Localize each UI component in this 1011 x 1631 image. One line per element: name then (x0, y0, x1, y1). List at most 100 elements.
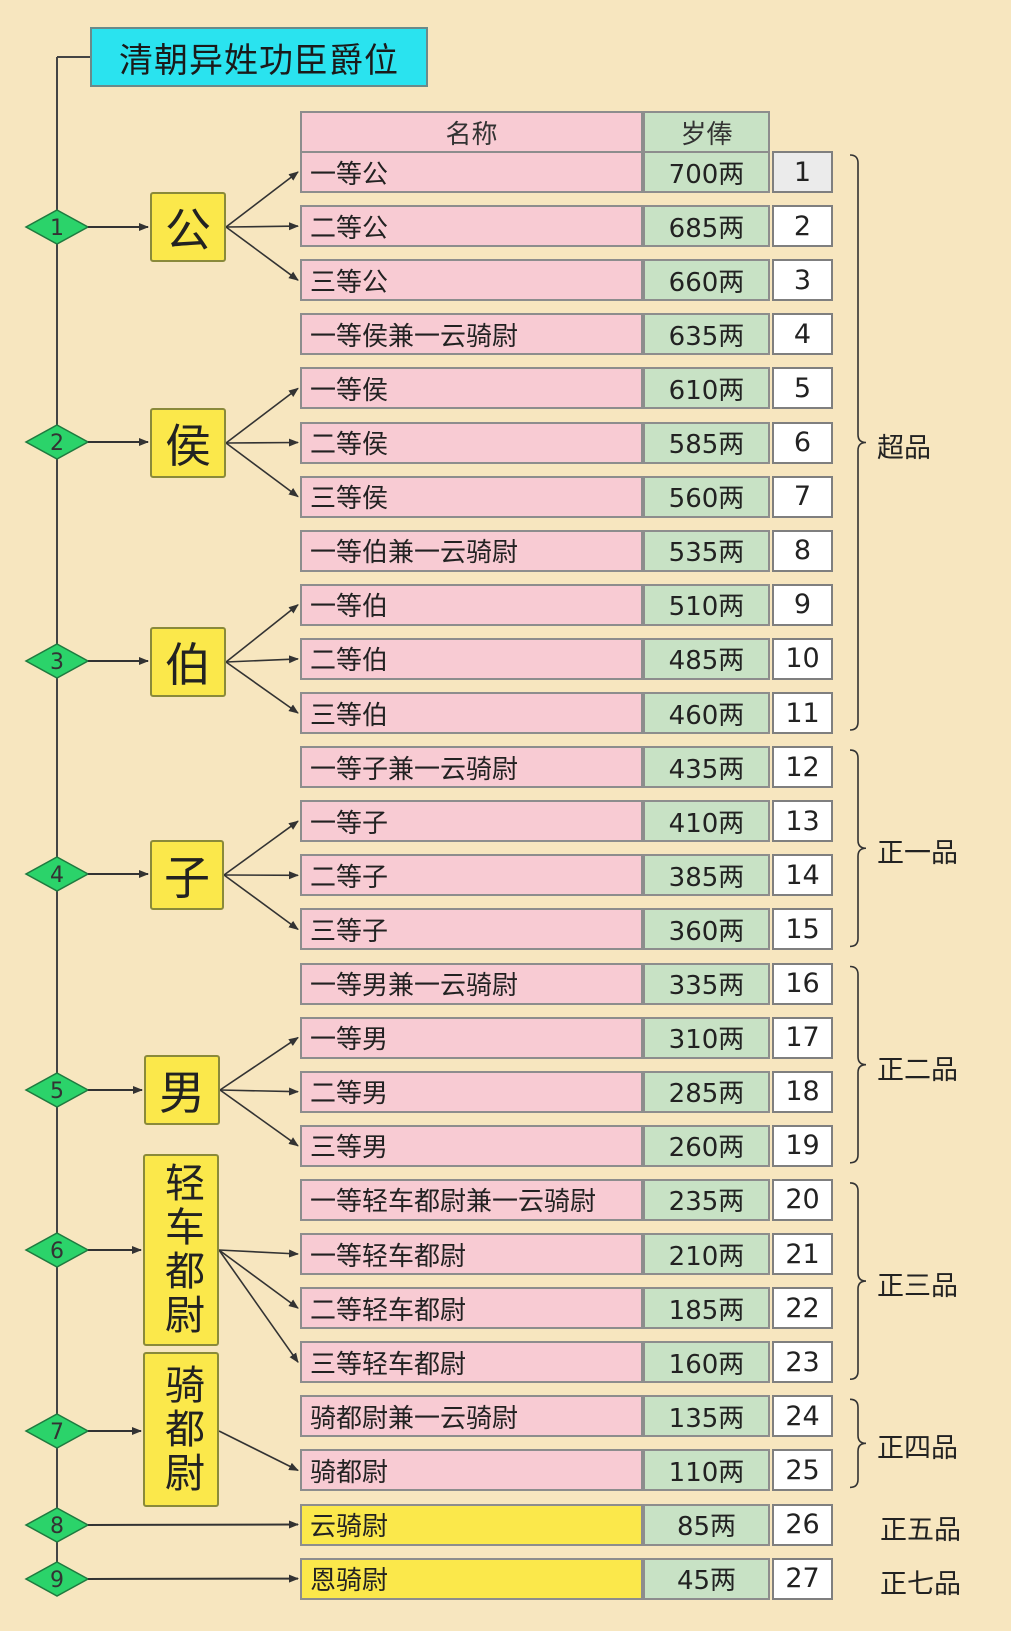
grade-bracket (849, 154, 867, 731)
row-number-cell: 5 (772, 367, 833, 410)
rank-name-cell: 一等伯 (300, 583, 643, 626)
row-number-cell: 9 (772, 583, 833, 626)
grade-label: 正七品 (880, 1568, 961, 1600)
row-number-cell: 11 (772, 692, 833, 734)
rank-name-cell: 一等轻车都尉 (300, 1233, 643, 1275)
salary-cell: 535两 (643, 529, 770, 572)
row-number-cell: 10 (772, 637, 833, 680)
node-number: 3 (50, 650, 64, 675)
rank-name-cell: 二等伯 (300, 637, 643, 680)
grade-label: 正二品 (877, 1054, 958, 1086)
node-number: 8 (50, 1514, 64, 1539)
salary-cell: 560两 (643, 475, 770, 518)
salary-cell: 385两 (643, 854, 770, 897)
salary-cell: 45两 (643, 1557, 770, 1600)
rank-box-7: 骑都尉 (143, 1352, 219, 1507)
node-number: 9 (50, 1568, 64, 1593)
salary-cell: 410两 (643, 800, 770, 843)
rank-box-6: 轻车都尉 (143, 1154, 219, 1346)
salary-cell: 185两 (643, 1287, 770, 1330)
row-number-cell: 6 (772, 421, 833, 464)
rank-name-cell: 骑都尉兼一云骑尉 (300, 1395, 643, 1438)
row-number-cell: 12 (772, 746, 833, 789)
grade-label: 正一品 (877, 838, 958, 870)
header-salary: 岁俸 (643, 111, 770, 153)
row-number-cell: 22 (772, 1287, 833, 1330)
grade-label: 正四品 (877, 1433, 958, 1465)
rank-name-cell: 云骑尉 (300, 1503, 643, 1546)
salary-cell: 285两 (643, 1070, 770, 1113)
row-number-cell: 18 (772, 1070, 833, 1113)
node-diamond-3: 3 (24, 643, 90, 679)
grade-bracket (849, 965, 867, 1164)
node-number: 7 (50, 1420, 64, 1445)
row-number-cell: 17 (772, 1016, 833, 1059)
salary-cell: 685两 (643, 205, 770, 248)
rank-name-cell: 三等子 (300, 908, 643, 951)
rank-box-5: 男 (144, 1055, 220, 1125)
rank-name-cell: 二等侯 (300, 421, 643, 464)
node-diamond-1: 1 (24, 209, 90, 245)
row-number-cell: 16 (772, 962, 833, 1005)
salary-cell: 610两 (643, 367, 770, 410)
salary-cell: 135两 (643, 1395, 770, 1438)
row-number-cell: 2 (772, 205, 833, 248)
rank-name-cell: 一等子兼一云骑尉 (300, 746, 643, 789)
salary-cell: 360两 (643, 908, 770, 951)
node-diamond-8: 8 (24, 1507, 90, 1543)
node-diamond-5: 5 (24, 1072, 90, 1108)
rank-name-cell: 一等侯 (300, 367, 643, 410)
grade-label: 超品 (877, 432, 931, 464)
rank-name-cell: 二等子 (300, 854, 643, 897)
rank-name-cell: 一等男兼一云骑尉 (300, 962, 643, 1005)
rank-name-cell: 三等侯 (300, 475, 643, 518)
row-number-cell: 19 (772, 1124, 833, 1167)
rank-box-1: 公 (150, 192, 226, 262)
rank-name-cell: 一等轻车都尉兼一云骑尉 (300, 1178, 643, 1221)
rank-name-cell: 一等公 (300, 151, 643, 193)
node-number: 2 (50, 431, 64, 456)
rank-name-cell: 一等侯兼一云骑尉 (300, 313, 643, 356)
grade-label: 正五品 (880, 1514, 961, 1546)
salary-cell: 210两 (643, 1233, 770, 1275)
grade-bracket (849, 1182, 867, 1380)
salary-cell: 485两 (643, 637, 770, 680)
rank-name-cell: 一等子 (300, 800, 643, 843)
rank-name-cell: 三等伯 (300, 692, 643, 734)
header-name: 名称 (300, 111, 643, 153)
salary-cell: 660两 (643, 259, 770, 302)
node-number: 6 (50, 1239, 64, 1264)
rank-name-cell: 三等男 (300, 1124, 643, 1167)
node-diamond-7: 7 (24, 1413, 90, 1449)
node-diamond-9: 9 (24, 1561, 90, 1597)
salary-cell: 585两 (643, 421, 770, 464)
rank-box-3: 伯 (150, 627, 226, 697)
row-number-cell: 7 (772, 475, 833, 518)
salary-cell: 335两 (643, 962, 770, 1005)
salary-cell: 635两 (643, 313, 770, 356)
salary-cell: 85两 (643, 1503, 770, 1546)
node-number: 4 (50, 863, 64, 888)
rank-name-cell: 一等男 (300, 1016, 643, 1059)
rank-name-cell: 二等男 (300, 1070, 643, 1113)
rank-box-4: 子 (150, 840, 224, 910)
salary-cell: 435两 (643, 746, 770, 789)
row-number-cell: 13 (772, 800, 833, 843)
row-number-cell: 21 (772, 1233, 833, 1275)
salary-cell: 260两 (643, 1124, 770, 1167)
salary-cell: 235两 (643, 1178, 770, 1221)
row-number-cell: 24 (772, 1395, 833, 1438)
salary-cell: 310两 (643, 1016, 770, 1059)
rank-name-cell: 骑都尉 (300, 1449, 643, 1492)
salary-cell: 460两 (643, 692, 770, 734)
rank-name-cell: 二等轻车都尉 (300, 1287, 643, 1330)
rank-name-cell: 三等公 (300, 259, 643, 302)
node-diamond-6: 6 (24, 1232, 90, 1268)
rank-name-cell: 恩骑尉 (300, 1557, 643, 1600)
rank-name-cell: 一等伯兼一云骑尉 (300, 529, 643, 572)
row-number-cell: 1 (772, 151, 833, 193)
row-number-cell: 23 (772, 1341, 833, 1384)
row-number-cell: 14 (772, 854, 833, 897)
